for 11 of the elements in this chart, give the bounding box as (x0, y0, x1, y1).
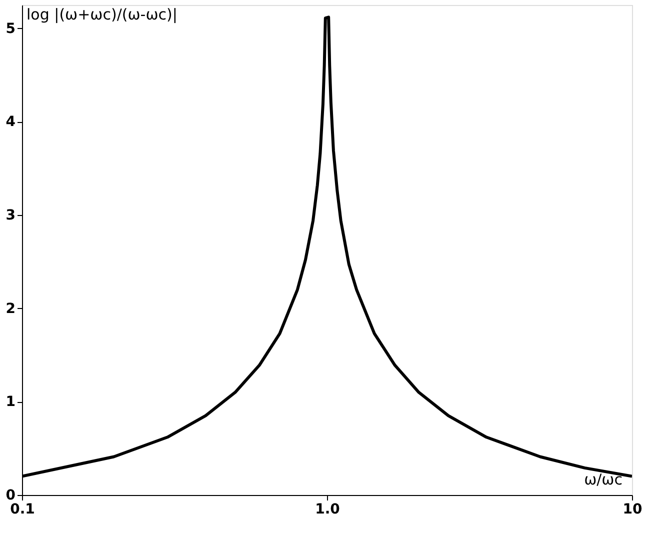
y-axis-title: log |(ω+ωc)/(ω-ωc)| (26, 6, 178, 24)
x-tick-label: 0.1 (10, 502, 35, 518)
y-tick-label: 1 (6, 394, 16, 410)
y-tick-label: 2 (6, 300, 16, 317)
y-tick-label: 4 (6, 114, 16, 130)
y-tick-label: 5 (6, 20, 16, 37)
x-tick-label: 1.0 (315, 502, 340, 518)
x-tick-label: 10 (622, 502, 642, 518)
y-tick-label: 0 (6, 488, 16, 504)
x-axis-title: ω/ωc (584, 470, 622, 488)
y-tick-label: 3 (6, 208, 16, 224)
